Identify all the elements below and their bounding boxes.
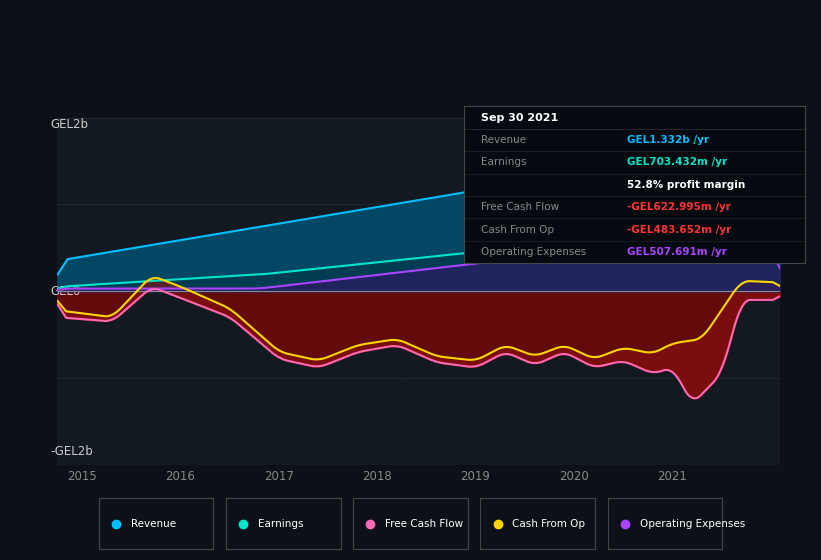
Text: Revenue: Revenue (131, 519, 176, 529)
Text: Earnings: Earnings (481, 157, 526, 167)
Text: Cash From Op: Cash From Op (481, 225, 554, 235)
Text: Earnings: Earnings (258, 519, 304, 529)
Text: GEL2b: GEL2b (50, 118, 88, 130)
Text: -GEL2b: -GEL2b (50, 445, 93, 458)
Text: GEL507.691m /yr: GEL507.691m /yr (627, 247, 727, 257)
Text: -GEL483.652m /yr: -GEL483.652m /yr (627, 225, 732, 235)
Text: Cash From Op: Cash From Op (512, 519, 585, 529)
Text: GEL1.332b /yr: GEL1.332b /yr (627, 135, 709, 145)
Text: Free Cash Flow: Free Cash Flow (385, 519, 463, 529)
Text: Operating Expenses: Operating Expenses (481, 247, 586, 257)
Text: Operating Expenses: Operating Expenses (640, 519, 745, 529)
Text: GEL703.432m /yr: GEL703.432m /yr (627, 157, 727, 167)
Text: Free Cash Flow: Free Cash Flow (481, 202, 559, 212)
Text: -GEL622.995m /yr: -GEL622.995m /yr (627, 202, 732, 212)
Text: 52.8% profit margin: 52.8% profit margin (627, 180, 745, 190)
Text: Sep 30 2021: Sep 30 2021 (481, 113, 558, 123)
Text: GEL0: GEL0 (50, 284, 80, 298)
Text: Revenue: Revenue (481, 135, 526, 145)
